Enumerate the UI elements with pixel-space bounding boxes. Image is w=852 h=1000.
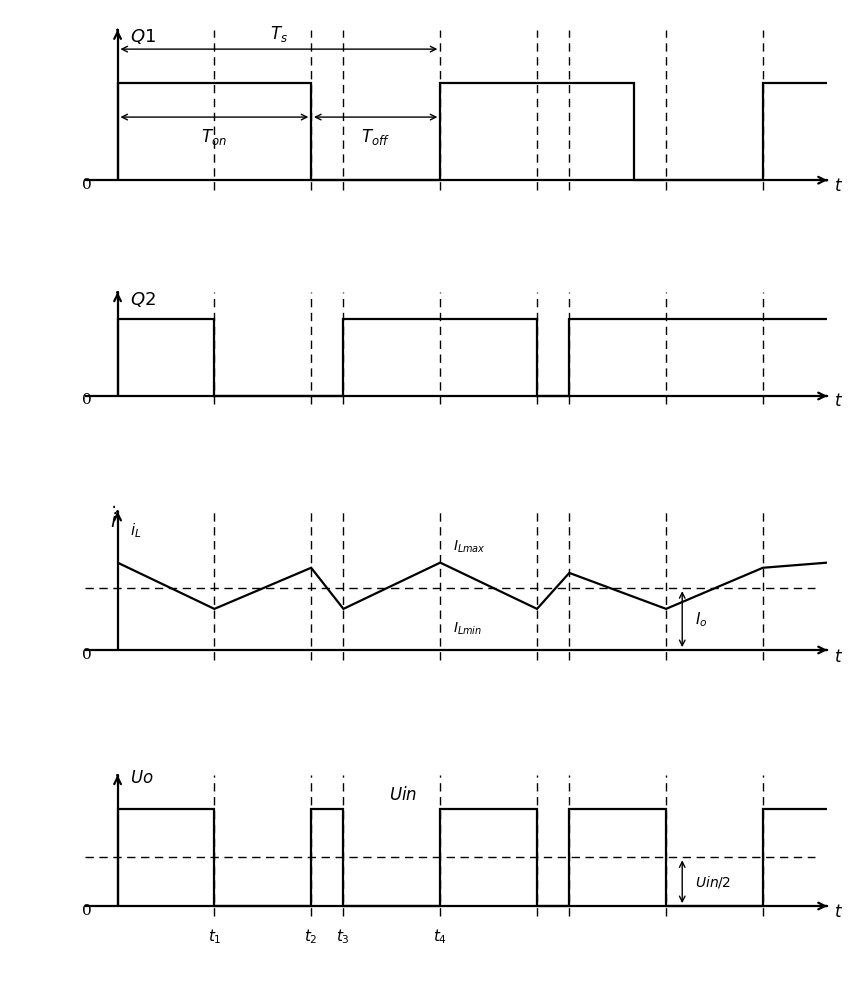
Text: $t$: $t$ [833, 178, 842, 195]
Text: $t_2$: $t_2$ [304, 927, 318, 946]
Text: $Uin$: $Uin$ [389, 786, 417, 804]
Text: $t_4$: $t_4$ [433, 927, 446, 946]
Text: $I_o$: $I_o$ [694, 610, 707, 629]
Text: $t_3$: $t_3$ [336, 927, 350, 946]
Text: $\dot{i}$: $\dot{i}$ [110, 506, 118, 532]
Text: $T_{on}$: $T_{on}$ [201, 127, 227, 147]
Text: $Uo$: $Uo$ [130, 770, 154, 787]
Text: $Q1$: $Q1$ [130, 27, 156, 46]
Text: $t$: $t$ [833, 649, 842, 666]
Text: $I_{Lmax}$: $I_{Lmax}$ [452, 539, 486, 555]
Text: 0: 0 [82, 648, 92, 662]
Text: 0: 0 [82, 904, 92, 918]
Text: $T_s$: $T_s$ [269, 24, 287, 44]
Text: $I_{Lmin}$: $I_{Lmin}$ [452, 620, 481, 637]
Text: $i_L$: $i_L$ [130, 522, 141, 540]
Text: $t_1$: $t_1$ [207, 927, 221, 946]
Text: 0: 0 [82, 393, 92, 407]
Text: $Uin/2$: $Uin/2$ [694, 874, 731, 890]
Text: $t$: $t$ [833, 904, 842, 921]
Text: 0: 0 [82, 178, 92, 192]
Text: $t$: $t$ [833, 393, 842, 410]
Text: $T_{off}$: $T_{off}$ [360, 127, 389, 147]
Text: $Q2$: $Q2$ [130, 290, 156, 309]
